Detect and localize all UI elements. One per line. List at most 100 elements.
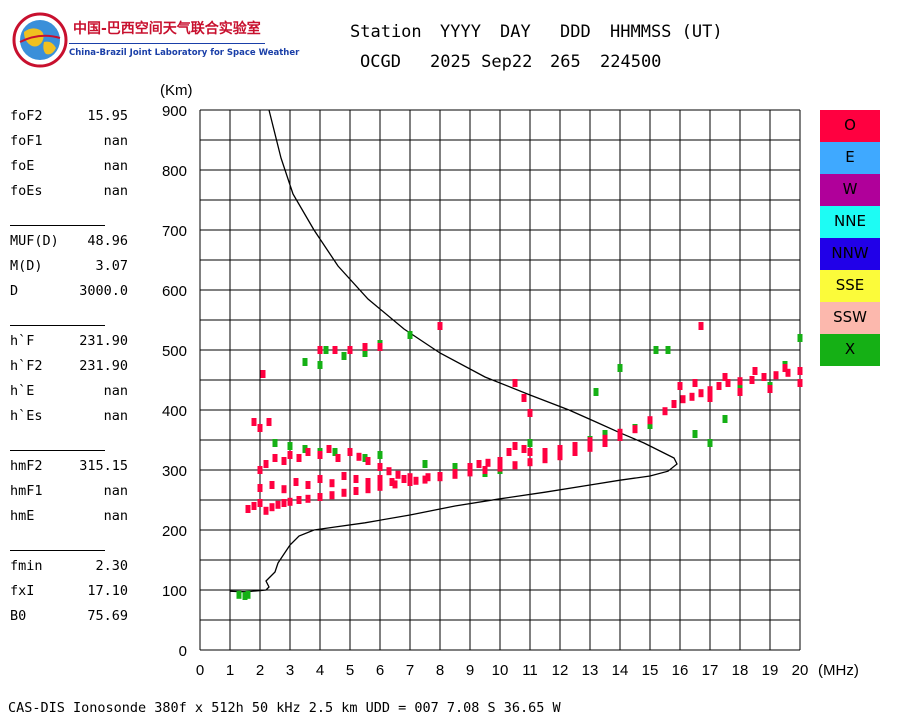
echo-point-o bbox=[275, 500, 281, 509]
params-group-muf: MUF(D) 48.96 M(D) 3.07 D 3000.0 bbox=[10, 233, 140, 308]
param-value: 3.07 bbox=[95, 258, 128, 274]
param-value: 15.95 bbox=[87, 108, 128, 124]
param-key: foE bbox=[10, 158, 35, 174]
echo-point-o bbox=[527, 458, 533, 467]
echo-point-o bbox=[260, 370, 266, 378]
echo-point-o bbox=[287, 451, 293, 459]
echo-point-o bbox=[305, 448, 311, 456]
echo-point-o bbox=[263, 460, 269, 468]
echo-point-o bbox=[761, 373, 767, 381]
x-tick-label: 18 bbox=[732, 662, 749, 679]
echo-point-x bbox=[653, 346, 659, 354]
param-key: foEs bbox=[10, 183, 43, 199]
logo: 中国-巴西空间天气联合实验室 China-Brazil Joint Labora… bbox=[12, 12, 299, 72]
param-value: 315.15 bbox=[79, 458, 128, 474]
param-row: foF2 15.95 bbox=[10, 108, 140, 133]
header-label-year: YYYY bbox=[440, 22, 481, 42]
param-key: D bbox=[10, 283, 19, 299]
logo-chinese-text: 中国-巴西空间天气联合实验室 bbox=[73, 21, 261, 37]
param-row: foF1 nan bbox=[10, 133, 140, 158]
x-tick-label: 19 bbox=[762, 662, 779, 679]
echo-point-o bbox=[767, 385, 773, 393]
echo-point-x bbox=[302, 445, 308, 453]
echo-point-o bbox=[413, 476, 419, 485]
header-label-time: HHMMSS (UT) bbox=[610, 22, 723, 42]
echo-point-o bbox=[497, 463, 503, 472]
header-value-station: OCGD bbox=[360, 52, 401, 72]
echo-point-o bbox=[425, 473, 431, 482]
echo-point-x bbox=[692, 430, 698, 438]
echo-point-o bbox=[617, 428, 623, 437]
param-key: h`F bbox=[10, 333, 35, 349]
echo-point-o bbox=[527, 409, 533, 417]
echo-point-o bbox=[266, 418, 272, 426]
params-divider bbox=[10, 325, 105, 326]
echo-point-o bbox=[482, 466, 488, 474]
echo-point-o bbox=[521, 445, 527, 453]
param-row: foEs nan bbox=[10, 183, 140, 208]
echo-point-o bbox=[677, 382, 683, 390]
param-key: fxI bbox=[10, 583, 35, 599]
echo-point-o bbox=[782, 364, 788, 372]
echo-point-o bbox=[386, 467, 392, 476]
echo-point-x bbox=[707, 439, 713, 447]
x-tick-label: 2 bbox=[256, 662, 264, 679]
param-key: B0 bbox=[10, 608, 27, 624]
echo-point-x bbox=[527, 439, 533, 447]
y-tick-label: 0 bbox=[179, 643, 187, 660]
echo-point-o bbox=[251, 502, 257, 510]
x-tick-label: 9 bbox=[466, 662, 474, 679]
echo-point-o bbox=[527, 448, 533, 456]
header-label-ddd: DDD bbox=[560, 22, 591, 42]
param-row: B0 75.69 bbox=[10, 608, 140, 633]
echo-point-o bbox=[341, 488, 347, 497]
y-tick-label: 700 bbox=[162, 223, 187, 240]
echo-point-o bbox=[725, 379, 731, 387]
param-row: h`Es nan bbox=[10, 408, 140, 433]
echo-point-o bbox=[317, 493, 323, 501]
echo-point-o bbox=[680, 395, 686, 404]
y-tick-label: 100 bbox=[162, 583, 187, 600]
params-divider bbox=[10, 450, 105, 451]
x-tick-label: 8 bbox=[436, 662, 444, 679]
params-group-true-height: hmF2 315.15 hmF1 nan hmE nan bbox=[10, 458, 140, 533]
y-tick-label: 900 bbox=[162, 103, 187, 120]
chart-ticks: 0 1 2 3 4 5 6 7 8 9 10 11 12 13 14 15 16 17 18 19 2001002003… bbox=[162, 103, 808, 679]
echo-point-x bbox=[617, 364, 623, 372]
param-key: fmin bbox=[10, 558, 43, 574]
echo-point-o bbox=[341, 472, 347, 480]
echo-point-o bbox=[407, 473, 413, 482]
echo-point-o bbox=[485, 458, 491, 467]
x-tick-label: 7 bbox=[406, 662, 414, 679]
param-key: h`E bbox=[10, 383, 35, 399]
echo-point-o bbox=[773, 371, 779, 380]
chart-grid bbox=[199, 109, 801, 651]
param-value: nan bbox=[103, 408, 128, 424]
echo-point-o bbox=[785, 368, 791, 377]
echo-point-x bbox=[302, 358, 308, 366]
echo-point-o bbox=[737, 388, 743, 396]
echo-point-o bbox=[395, 470, 401, 479]
header-value-time: 224500 bbox=[600, 52, 662, 72]
x-tick-label: 16 bbox=[672, 662, 689, 679]
echo-point-o bbox=[269, 503, 275, 512]
echo-point-o bbox=[407, 478, 413, 486]
echo-point-o bbox=[497, 457, 503, 465]
param-row: MUF(D) 48.96 bbox=[10, 233, 140, 258]
echo-point-o bbox=[587, 437, 593, 446]
y-axis-label: (Km) bbox=[160, 82, 193, 99]
echo-point-o bbox=[353, 487, 359, 495]
echo-point-o bbox=[698, 389, 704, 398]
param-value: nan bbox=[103, 383, 128, 399]
echo-point-o bbox=[287, 497, 293, 506]
echo-point-o bbox=[326, 445, 332, 453]
echo-point-o bbox=[401, 475, 407, 483]
echo-point-o bbox=[305, 481, 311, 489]
x-tick-label: 12 bbox=[552, 662, 569, 679]
x-tick-label: 11 bbox=[522, 662, 538, 679]
echo-point-o bbox=[257, 466, 263, 474]
x-tick-label: 6 bbox=[376, 662, 384, 679]
echo-point-x bbox=[362, 349, 368, 357]
echo-point-o bbox=[293, 478, 299, 486]
